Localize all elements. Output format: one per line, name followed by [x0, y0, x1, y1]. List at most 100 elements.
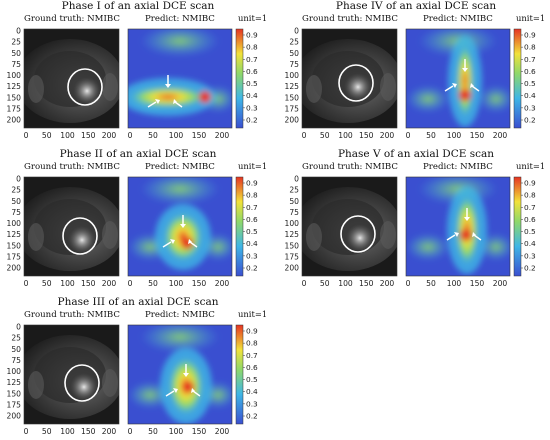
x-tick-label: 0	[302, 131, 307, 140]
phase-panel: Phase I of an axial DCE scan Ground truth…	[0, 0, 272, 144]
colorbar-tick-label: 0.5	[524, 227, 536, 236]
y-tick-label: 125	[7, 378, 22, 387]
y-tick-label: 125	[7, 82, 22, 91]
y-tick-label: 50	[11, 197, 21, 206]
x-tick-label: 0	[406, 131, 411, 140]
tumour-annotation-circle	[340, 215, 376, 253]
predict-label: Predict: NMIBC	[145, 310, 215, 320]
tumour-annotation-circle	[67, 68, 103, 106]
colorbar-tick-label: 0.8	[524, 43, 536, 52]
y-tick-label: 200	[7, 116, 22, 125]
phase-panel: Phase III of an axial DCE scan Ground tru…	[0, 296, 272, 440]
colorbar-tick-label: 0.7	[246, 203, 258, 212]
colorbar-tick-label: 0.7	[246, 351, 258, 360]
colorbar-tick-label: 0.8	[246, 191, 258, 200]
mri-scan-image	[302, 29, 397, 128]
y-tick-label: 75	[11, 356, 21, 365]
x-tick-label: 50	[148, 131, 158, 140]
y-tick-label: 150	[7, 389, 22, 398]
x-tick-label: 0	[24, 427, 29, 436]
x-tick-label: 0	[24, 279, 29, 288]
x-tick-label: 50	[320, 279, 330, 288]
colorbar-tick-label: 0.4	[524, 239, 536, 248]
x-tick-label: 200	[102, 279, 117, 288]
colorbar-tick-label: 0.2	[246, 116, 258, 125]
x-tick-label: 0	[302, 279, 307, 288]
y-tick-label: 150	[7, 241, 22, 250]
phase-title: Phase IV of an axial DCE scan	[335, 0, 497, 12]
y-tick-label: 25	[11, 186, 21, 195]
y-tick-label: 25	[11, 334, 21, 343]
x-tick-label: 0	[24, 131, 29, 140]
colorbar-tick-label: 0.5	[246, 79, 258, 88]
x-tick-label: 100	[60, 427, 75, 436]
x-tick-label: 100	[169, 427, 184, 436]
colorbar-tick-label: 0.3	[246, 103, 258, 112]
prediction-heatmap	[406, 29, 510, 128]
phase-title: Phase V of an axial DCE scan	[337, 148, 495, 160]
x-tick-label: 50	[42, 279, 52, 288]
ground-truth-label: Ground truth: NMIBC	[24, 14, 120, 24]
colorbar-tick-label: 0.4	[246, 91, 258, 100]
colorbar-tick-label: 0.2	[524, 116, 536, 125]
prediction-heatmap	[128, 177, 232, 276]
y-tick-label: 175	[285, 252, 300, 261]
y-tick-label: 75	[289, 60, 299, 69]
attention-arrows	[165, 364, 201, 397]
ground-truth-label: Ground truth: NMIBC	[24, 162, 120, 172]
x-tick-label: 200	[102, 131, 117, 140]
x-tick-label: 100	[338, 279, 353, 288]
attention-arrows	[162, 215, 198, 248]
x-tick-label: 150	[81, 427, 96, 436]
colorbar-tick-label: 0.3	[524, 251, 536, 260]
x-tick-label: 100	[338, 131, 353, 140]
x-tick-label: 0	[128, 279, 133, 288]
colorbar	[513, 176, 522, 277]
phase-title: Phase I of an axial DCE scan	[61, 0, 215, 12]
y-tick-label: 100	[285, 71, 300, 80]
colorbar-tick-label: 0.5	[524, 79, 536, 88]
mri-scan-image	[302, 177, 397, 276]
y-tick-label: 100	[7, 219, 22, 228]
colorbar-tick-label: 0.5	[246, 375, 258, 384]
phase-panel: Phase II of an axial DCE scan Ground trut…	[0, 148, 272, 292]
y-tick-label: 0	[16, 27, 21, 36]
colorbar-tick-label: 0.6	[524, 67, 536, 76]
y-tick-label: 0	[294, 27, 299, 36]
x-tick-label: 200	[493, 279, 508, 288]
x-tick-label: 200	[215, 131, 230, 140]
unit-label: unit=1	[516, 13, 546, 23]
x-tick-label: 200	[380, 131, 395, 140]
colorbar-tick-label: 0.9	[246, 179, 258, 188]
colorbar-tick-label: 0.6	[246, 67, 258, 76]
colorbar-tick-label: 0.5	[246, 227, 258, 236]
phase-panel: Phase V of an axial DCE scan Ground truth…	[278, 148, 550, 292]
x-tick-label: 150	[359, 131, 374, 140]
y-tick-label: 0	[16, 175, 21, 184]
x-tick-label: 100	[169, 279, 184, 288]
colorbar-tick-label: 0.9	[524, 31, 536, 40]
colorbar	[513, 28, 522, 129]
colorbar-tick-label: 0.2	[246, 264, 258, 273]
y-tick-label: 100	[285, 219, 300, 228]
x-tick-label: 200	[493, 131, 508, 140]
y-tick-label: 50	[289, 197, 299, 206]
y-tick-label: 75	[11, 208, 21, 217]
colorbar-tick-label: 0.7	[246, 55, 258, 64]
colorbar-tick-label: 0.9	[246, 327, 258, 336]
y-tick-label: 100	[7, 367, 22, 376]
x-tick-label: 50	[148, 427, 158, 436]
ground-truth-label: Ground truth: NMIBC	[24, 310, 120, 320]
tumour-annotation-circle	[62, 217, 98, 255]
y-tick-label: 200	[285, 116, 300, 125]
y-tick-label: 50	[289, 49, 299, 58]
x-tick-label: 50	[148, 279, 158, 288]
y-tick-label: 200	[285, 264, 300, 273]
predict-label: Predict: NMIBC	[423, 14, 493, 24]
x-tick-label: 150	[192, 427, 207, 436]
colorbar-tick-label: 0.6	[246, 363, 258, 372]
unit-label: unit=1	[238, 161, 268, 171]
